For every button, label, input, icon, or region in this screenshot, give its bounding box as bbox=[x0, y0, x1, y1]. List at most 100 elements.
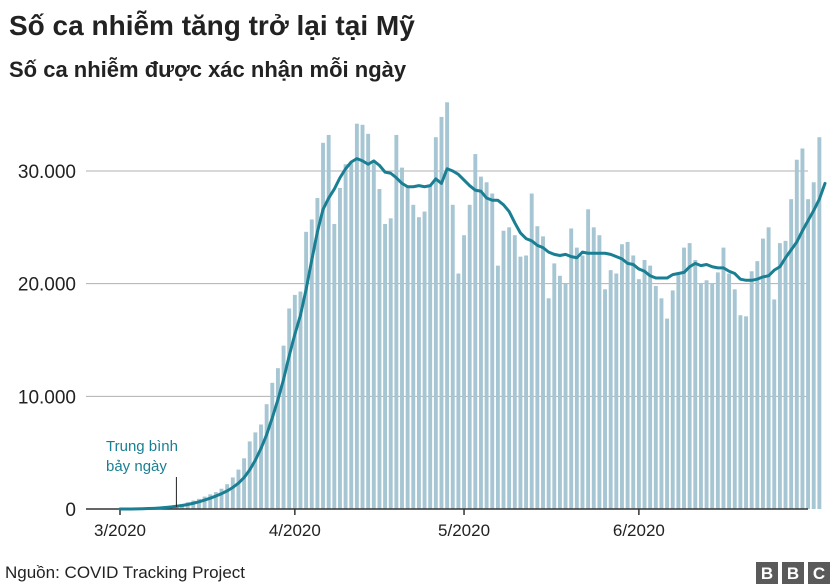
bar bbox=[495, 265, 500, 509]
bar bbox=[321, 142, 325, 509]
bar bbox=[817, 137, 822, 509]
bar bbox=[456, 273, 461, 509]
bar bbox=[557, 275, 562, 509]
y-tick-label: 30.000 bbox=[18, 162, 76, 183]
bar bbox=[749, 271, 754, 509]
bar bbox=[219, 488, 224, 509]
bar bbox=[698, 283, 703, 509]
bar bbox=[653, 285, 658, 509]
bar bbox=[422, 211, 427, 509]
bar bbox=[693, 260, 698, 509]
bar bbox=[202, 496, 207, 509]
bbc-logo-letter: B bbox=[756, 562, 778, 584]
bar bbox=[343, 164, 348, 510]
bar bbox=[704, 280, 709, 509]
bar bbox=[586, 209, 591, 509]
bar bbox=[546, 298, 551, 509]
bar bbox=[298, 291, 303, 509]
grid-group: 0 10.000 20.000 30.000 bbox=[18, 162, 808, 521]
bar bbox=[416, 217, 421, 509]
bar bbox=[631, 255, 636, 509]
bar bbox=[710, 283, 715, 509]
bar bbox=[518, 256, 523, 509]
bar bbox=[625, 241, 630, 510]
x-tick-label: 6/2020 bbox=[613, 521, 665, 540]
bar bbox=[603, 289, 607, 509]
chart-title: Số ca nhiễm tăng trở lại tại Mỹ bbox=[9, 10, 415, 41]
bar bbox=[484, 182, 489, 509]
bar bbox=[383, 223, 388, 509]
bar bbox=[259, 424, 263, 509]
bar bbox=[225, 484, 230, 509]
y-tick-label: 0 bbox=[65, 500, 76, 521]
bar bbox=[197, 498, 201, 509]
bbc-logo-letter: C bbox=[808, 562, 830, 584]
bar bbox=[287, 308, 292, 509]
bar bbox=[479, 176, 483, 509]
y-tick-label: 10.000 bbox=[18, 387, 76, 408]
bar bbox=[264, 404, 269, 509]
bar bbox=[371, 163, 376, 510]
bar bbox=[354, 123, 359, 510]
bar bbox=[292, 294, 297, 509]
bar bbox=[608, 270, 613, 509]
bar bbox=[236, 469, 241, 509]
bar bbox=[732, 289, 737, 509]
bar bbox=[744, 316, 748, 509]
source-text: : COVID Tracking Project bbox=[55, 563, 245, 582]
bar bbox=[597, 235, 602, 509]
bar bbox=[665, 318, 670, 509]
bar bbox=[789, 199, 794, 510]
bar bbox=[794, 159, 799, 510]
bar bbox=[811, 182, 816, 509]
bar bbox=[755, 261, 760, 509]
bar bbox=[715, 272, 720, 509]
annotation-label: bảy ngày bbox=[106, 458, 167, 475]
bbc-logo: B B C bbox=[756, 562, 830, 584]
bar bbox=[281, 345, 286, 509]
bbc-logo-letter: B bbox=[782, 562, 804, 584]
bar bbox=[360, 124, 365, 509]
bar bbox=[800, 148, 805, 509]
bar bbox=[473, 154, 478, 509]
bar bbox=[253, 432, 258, 509]
bar bbox=[275, 368, 280, 509]
bar bbox=[445, 102, 450, 510]
bar bbox=[721, 247, 726, 510]
bar bbox=[242, 458, 247, 509]
bar bbox=[541, 236, 545, 509]
bar bbox=[377, 189, 382, 509]
bar bbox=[270, 382, 275, 509]
bar bbox=[208, 494, 213, 509]
bar bbox=[512, 235, 517, 509]
bar bbox=[439, 116, 444, 510]
bar bbox=[462, 235, 466, 509]
bar bbox=[580, 255, 585, 509]
bar bbox=[659, 298, 664, 509]
seven-day-average-line bbox=[118, 157, 827, 511]
bar bbox=[738, 315, 743, 509]
bar bbox=[687, 243, 692, 510]
chart-subtitle: Số ca nhiễm được xác nhận mỗi ngày bbox=[9, 57, 407, 82]
bar bbox=[783, 240, 788, 509]
bar bbox=[761, 238, 765, 509]
x-tick-label: 5/2020 bbox=[438, 521, 490, 540]
bar bbox=[772, 299, 777, 509]
bar bbox=[648, 265, 653, 509]
bar bbox=[213, 492, 218, 509]
bar bbox=[524, 255, 529, 509]
bar bbox=[230, 477, 235, 509]
x-tick-label: 4/2020 bbox=[269, 521, 321, 540]
bar bbox=[552, 263, 557, 509]
bar bbox=[326, 134, 331, 509]
bar bbox=[591, 227, 596, 509]
bar bbox=[433, 137, 438, 509]
bar bbox=[309, 219, 314, 509]
bar bbox=[529, 193, 534, 509]
bar bbox=[394, 134, 399, 509]
bar bbox=[501, 230, 506, 509]
bar bbox=[349, 163, 354, 510]
bar bbox=[636, 279, 641, 509]
